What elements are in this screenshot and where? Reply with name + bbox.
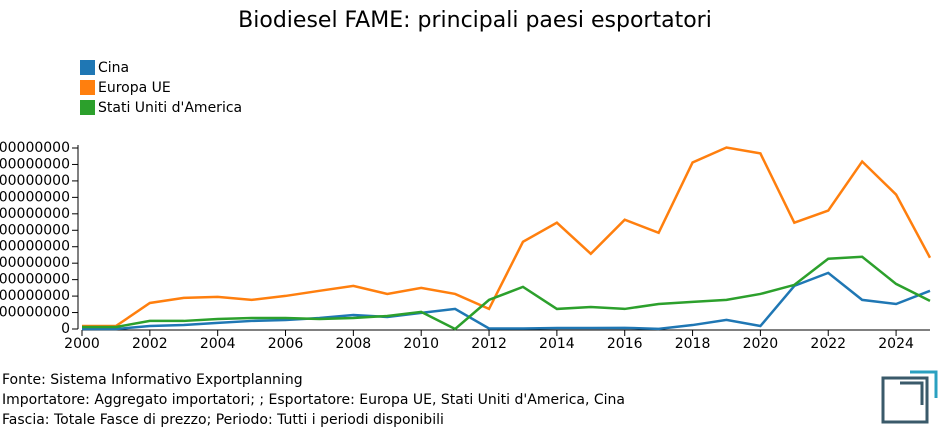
chart-title: Biodiesel FAME: principali paesi esporta… <box>238 8 712 33</box>
x-tick-label: 2006 <box>268 336 304 352</box>
legend-label: Cina <box>98 60 129 76</box>
x-tick-label: 2018 <box>675 336 711 352</box>
y-tick-label: 900000000 <box>0 173 70 189</box>
footer-line: Importatore: Aggregato importatori; ; Es… <box>2 392 625 408</box>
x-tick-label: 2016 <box>607 336 643 352</box>
x-tick-label: 2002 <box>132 336 168 352</box>
y-tick-label: 600000000 <box>0 222 70 238</box>
logo-corner-accent <box>910 370 938 398</box>
x-tick-label: 2004 <box>200 336 236 352</box>
x-tick-label: 2000 <box>64 336 100 352</box>
footer-line: Fascia: Totale Fasce di prezzo; Periodo:… <box>2 412 444 428</box>
legend-swatch <box>80 100 95 115</box>
y-tick-label: 500000000 <box>0 239 70 255</box>
y-tick-label: 1000000000 <box>0 156 70 172</box>
x-tick-label: 2012 <box>471 336 507 352</box>
y-tick-label: 800000000 <box>0 189 70 205</box>
y-tick-label: 0 <box>61 321 70 337</box>
y-tick-label: 700000000 <box>0 206 70 222</box>
y-tick-label: 300000000 <box>0 272 70 288</box>
legend-label: Stati Uniti d'America <box>98 100 242 116</box>
series-line <box>82 255 931 331</box>
legend-label: Europa UE <box>98 80 171 96</box>
x-tick-label: 2014 <box>539 336 575 352</box>
logo-corner <box>900 381 924 405</box>
footer-line: Fonte: Sistema Informativo Exportplannin… <box>2 372 303 388</box>
legend-swatch <box>80 60 95 75</box>
x-tick-label: 2010 <box>403 336 439 352</box>
legend-swatch <box>80 80 95 95</box>
series-line <box>82 146 932 328</box>
x-tick-label: 2008 <box>336 336 372 352</box>
logo <box>881 370 938 424</box>
x-tick-label: 2024 <box>878 336 914 352</box>
x-tick-label: 2020 <box>743 336 779 352</box>
logo-box <box>881 376 929 424</box>
y-tick-label: 200000000 <box>0 288 70 304</box>
series-line <box>82 271 931 331</box>
y-tick-label: 1100000000 <box>0 140 70 156</box>
y-tick-label: 400000000 <box>0 255 70 271</box>
x-tick-label: 2022 <box>810 336 846 352</box>
y-tick-label: 100000000 <box>0 305 70 321</box>
